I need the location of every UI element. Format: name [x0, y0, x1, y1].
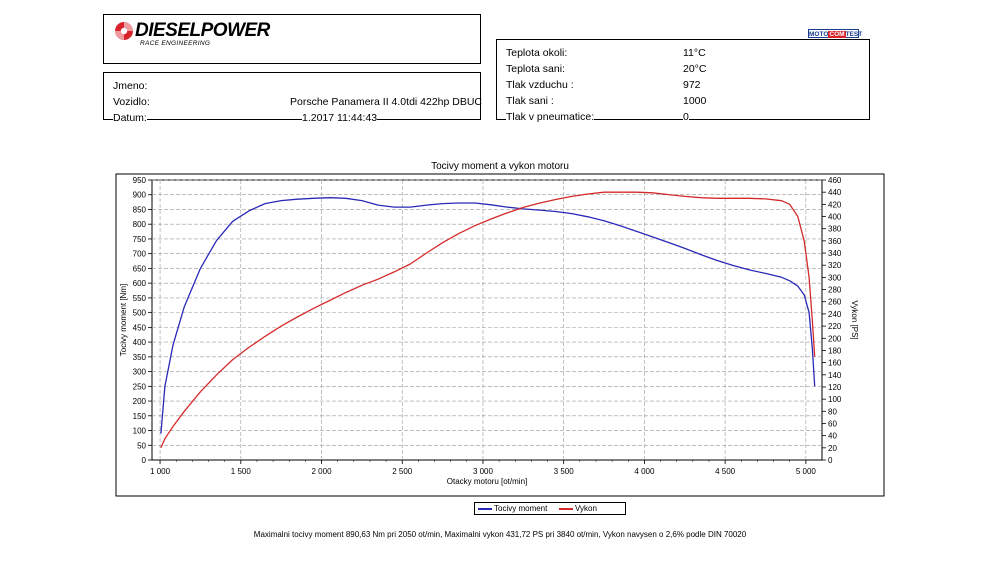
y2-tick-label: 140 [828, 371, 842, 380]
y-tick-label: 50 [137, 441, 146, 450]
y2-axis-label: Vykon [PS] [850, 300, 859, 339]
y-tick-label: 200 [133, 397, 147, 406]
vehicle-info-box [103, 72, 481, 120]
condition-label: Tlak v pneumatice: [506, 111, 595, 123]
y-tick-label: 500 [133, 309, 147, 318]
y-tick-label: 350 [133, 353, 147, 362]
badge-left: MOTO [809, 31, 829, 38]
y-tick-label: 800 [133, 220, 147, 229]
logo-box [103, 14, 481, 64]
y2-tick-label: 20 [828, 444, 837, 453]
jmeno-label: Jmeno: [113, 80, 148, 92]
chart-frame [115, 173, 885, 497]
y-tick-label: 650 [133, 264, 147, 273]
condition-label: Teplota okoli: [506, 47, 568, 59]
y-tick-label: 550 [133, 294, 147, 303]
y2-tick-label: 280 [828, 286, 842, 295]
x-tick-label: 3 500 [554, 467, 575, 476]
turbo-logo-icon [115, 22, 133, 40]
badge-mid: COM [828, 31, 846, 38]
y2-tick-label: 420 [828, 200, 842, 209]
power-line [160, 191, 816, 449]
y2-tick-label: 380 [828, 225, 842, 234]
y-tick-label: 950 [133, 176, 147, 185]
condition-label: Tlak sani : [506, 95, 554, 107]
legend-label-power: Vykon [575, 504, 597, 513]
y2-tick-label: 340 [828, 249, 842, 258]
y2-tick-label: 360 [828, 237, 842, 246]
y-tick-label: 600 [133, 279, 147, 288]
y2-tick-label: 460 [828, 176, 842, 185]
badge-right: TEST [845, 31, 863, 38]
condition-value: 20°C [683, 63, 707, 75]
condition-value: 1000 [683, 95, 707, 107]
datum-value: 1.2017 11:44:43 [302, 112, 378, 124]
axes: 0501001502002503003504004505005506006507… [133, 176, 842, 476]
y-axis-label: Tocivy moment [Nm] [119, 284, 128, 356]
y2-tick-label: 120 [828, 383, 842, 392]
motocomtest-badge: MOTOCOMTEST [808, 29, 862, 38]
brand-name: DIESELPOWER [135, 20, 270, 41]
grid [152, 179, 822, 460]
y-tick-label: 150 [133, 412, 147, 421]
chart-legend: Tocivy moment Vykon [474, 502, 626, 515]
condition-value: 0 [683, 111, 689, 123]
condition-value: 11°C [683, 47, 706, 59]
y2-tick-label: 100 [828, 395, 842, 404]
legend-swatch-torque [478, 508, 492, 510]
y2-tick-label: 180 [828, 346, 842, 355]
x-tick-label: 2 500 [392, 467, 413, 476]
y-tick-label: 450 [133, 323, 147, 332]
x-tick-label: 4 000 [634, 467, 655, 476]
y2-tick-label: 220 [828, 322, 842, 331]
y2-tick-label: 260 [828, 298, 842, 307]
y-tick-label: 750 [133, 235, 147, 244]
vozidlo-label: Vozidlo: [113, 96, 150, 108]
y2-tick-label: 240 [828, 310, 842, 319]
y2-tick-label: 0 [828, 456, 833, 465]
brand-subtitle: RACE ENGINEERING [140, 40, 211, 47]
legend-swatch-power [559, 508, 573, 510]
x-tick-label: 1 500 [231, 467, 252, 476]
y-tick-label: 0 [142, 456, 147, 465]
y2-tick-label: 40 [828, 432, 837, 441]
torque-line [160, 197, 816, 434]
x-axis-label: Otacky motoru [ot/min] [447, 477, 527, 486]
y2-tick-label: 60 [828, 419, 837, 428]
y2-tick-label: 400 [828, 213, 842, 222]
chart-title: Tocivy moment a vykon motoru [431, 161, 569, 172]
y-tick-label: 300 [133, 368, 147, 377]
condition-value: 972 [683, 79, 701, 91]
y-tick-label: 250 [133, 382, 147, 391]
y-tick-label: 100 [133, 427, 147, 436]
x-tick-label: 1 000 [150, 467, 171, 476]
y-tick-label: 700 [133, 250, 147, 259]
vozidlo-value: Porsche Panamera II 4.0tdi 422hp DBUC [290, 96, 483, 108]
x-tick-label: 5 000 [796, 467, 817, 476]
x-tick-label: 2 000 [312, 467, 333, 476]
y-tick-label: 400 [133, 338, 147, 347]
y-tick-label: 850 [133, 205, 147, 214]
condition-label: Teplota sani: [506, 63, 565, 75]
y2-tick-label: 160 [828, 359, 842, 368]
series-lines [160, 191, 816, 449]
y2-tick-label: 80 [828, 407, 837, 416]
y2-tick-label: 440 [828, 188, 842, 197]
x-tick-label: 3 000 [473, 467, 494, 476]
legend-label-torque: Tocivy moment [494, 504, 548, 513]
plot-area [151, 179, 823, 461]
datum-label: Datum: [113, 112, 147, 124]
x-tick-label: 4 500 [715, 467, 736, 476]
dyno-chart: Tocivy moment a vykon motoru 0 50 100 150 20… [115, 161, 885, 497]
y2-tick-label: 300 [828, 273, 842, 282]
condition-label: Tlak vzduchu : [506, 79, 574, 91]
footer-summary: Maximalni tocivy moment 890,63 Nm pri 20… [253, 530, 747, 539]
y2-tick-label: 320 [828, 261, 842, 270]
y-tick-label: 900 [133, 191, 147, 200]
y2-tick-label: 200 [828, 334, 842, 343]
